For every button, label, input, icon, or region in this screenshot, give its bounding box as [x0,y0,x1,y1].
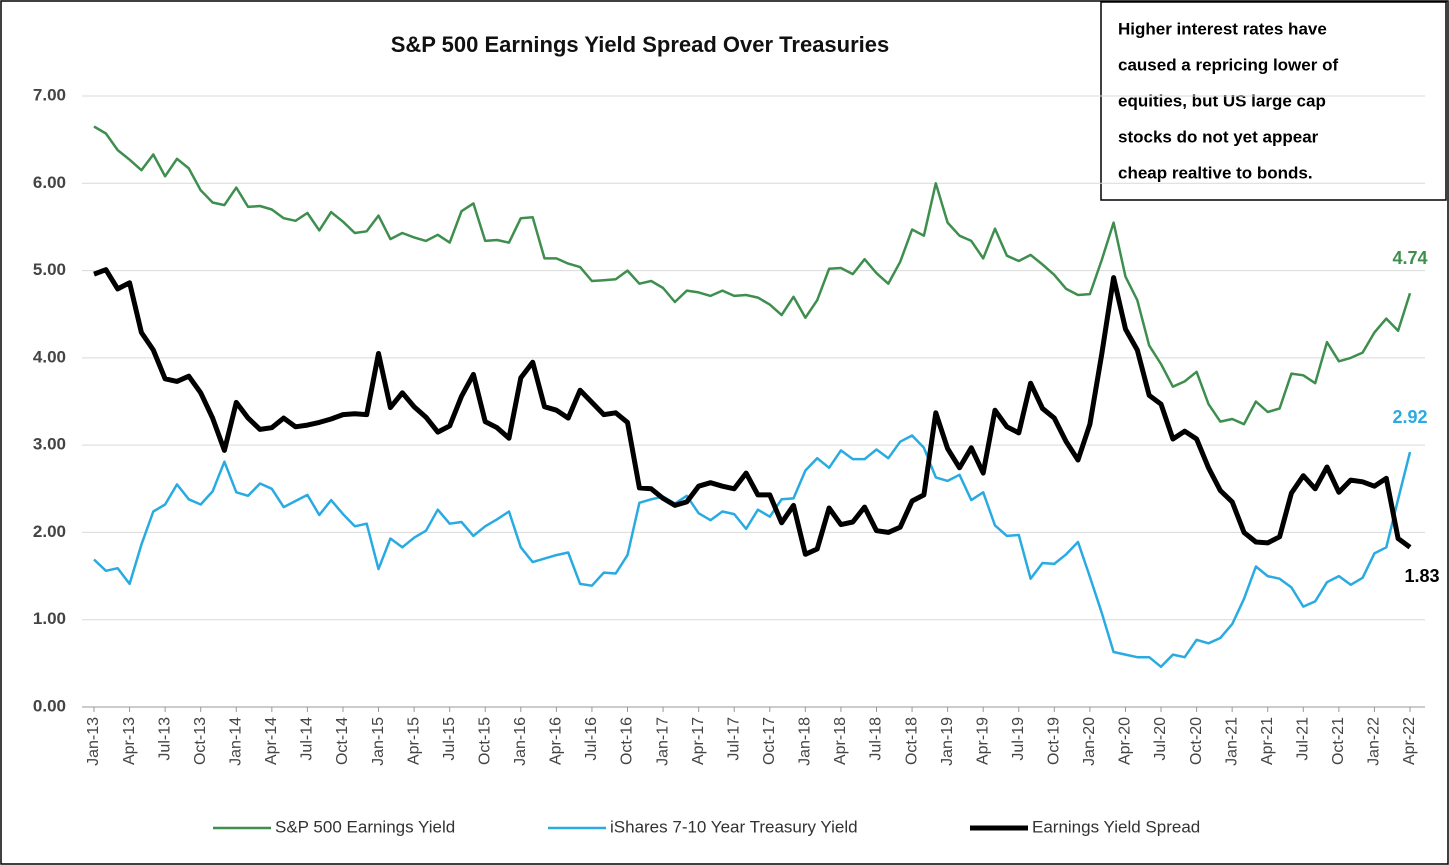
x-tick-label: Apr-22 [1401,717,1418,765]
x-tick-label: Apr-19 [974,717,991,765]
data-label: 1.83 [1404,566,1439,586]
y-tick-label: 6.00 [33,173,66,192]
annotation-box [1100,1,1447,201]
x-tick-label: Oct-16 [619,717,636,765]
annotation-text: equities, but US large cap [1118,91,1326,110]
x-tick-label: Jul-14 [299,717,316,761]
y-tick-label: 4.00 [33,347,66,366]
x-tick-label: Jul-18 [868,717,885,761]
x-tick-label: Apr-17 [690,717,707,765]
x-tick-label: Apr-15 [405,717,422,765]
x-tick-label: Jan-21 [1223,717,1240,766]
x-tick-label: Oct-21 [1330,717,1347,765]
x-tick-label: Jul-20 [1152,717,1169,761]
x-tick-label: Jul-17 [725,717,742,761]
x-tick-label: Jan-15 [370,717,387,766]
x-tick-label: Oct-14 [334,717,351,765]
annotation-text: Higher interest rates have [1118,19,1327,38]
x-tick-label: Jan-16 [512,717,529,766]
x-tick-label: Oct-20 [1188,717,1205,765]
y-tick-label: 5.00 [33,260,66,279]
x-tick-label: Jan-17 [654,717,671,766]
chart-title: S&P 500 Earnings Yield Spread Over Treas… [391,32,890,57]
x-tick-label: Jul-13 [156,717,173,761]
series-line [93,267,1412,557]
series-line [93,125,1412,426]
x-tick-label: Apr-18 [832,717,849,765]
legend-label: Earnings Yield Spread [1032,817,1200,836]
x-tick-label: Apr-13 [121,717,138,765]
x-tick-label: Oct-15 [476,717,493,765]
y-tick-label: 3.00 [33,435,66,454]
x-tick-label: Apr-20 [1117,717,1134,765]
y-tick-label: 1.00 [33,609,66,628]
series-line [93,434,1412,669]
x-tick-label: Jul-16 [583,717,600,761]
x-tick-label: Jan-19 [939,717,956,766]
annotation-text: stocks do not yet appear [1118,127,1319,146]
x-tick-label: Apr-21 [1259,717,1276,765]
x-tick-label: Jan-18 [797,717,814,766]
annotation-text: cheap realtive to bonds. [1118,163,1313,182]
y-tick-label: 2.00 [33,522,66,541]
x-tick-label: Oct-19 [1046,717,1063,765]
x-tick-label: Jul-15 [441,717,458,761]
x-tick-label: Jan-22 [1366,717,1383,766]
legend-label: S&P 500 Earnings Yield [275,817,455,836]
annotation-text: caused a repricing lower of [1118,55,1338,74]
y-tick-label: 0.00 [33,696,66,715]
x-tick-label: Jul-19 [1010,717,1027,761]
x-tick-label: Jul-21 [1295,717,1312,761]
x-tick-label: Jan-20 [1081,717,1098,766]
legend-label: iShares 7-10 Year Treasury Yield [610,817,858,836]
x-tick-label: Oct-17 [761,717,778,765]
x-tick-label: Apr-14 [263,717,280,765]
x-tick-label: Oct-13 [192,717,209,765]
x-tick-label: Oct-18 [903,717,920,765]
x-tick-label: Apr-16 [548,717,565,765]
data-label: 2.92 [1392,407,1427,427]
y-tick-label: 7.00 [33,85,66,104]
x-tick-label: Jan-13 [85,717,102,766]
x-tick-label: Jan-14 [227,717,244,766]
data-label: 4.74 [1392,248,1427,268]
